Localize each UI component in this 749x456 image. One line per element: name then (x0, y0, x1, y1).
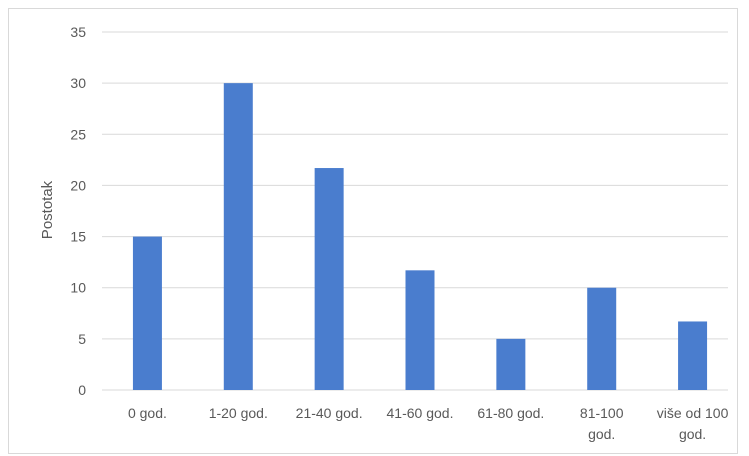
bar (132, 236, 162, 390)
y-tick-label: 25 (70, 126, 86, 142)
y-tick-label: 0 (78, 382, 86, 398)
y-tick-labels: 0 5 10 15 20 25 30 35 (70, 24, 86, 398)
y-tick-label: 15 (70, 229, 86, 245)
x-tick-label: god. (588, 426, 615, 442)
bars (132, 83, 708, 391)
y-tick-label: 30 (70, 75, 86, 91)
x-tick-label: god. (679, 426, 706, 442)
y-tick-label: 20 (70, 177, 86, 193)
x-tick-label: 21-40 god. (296, 405, 363, 421)
bar (223, 83, 253, 391)
x-tick-label: 41-60 god. (387, 405, 454, 421)
bar (587, 287, 617, 390)
y-axis-title: Postotak (39, 180, 56, 239)
x-tick-label: 61-80 god. (477, 405, 544, 421)
bar (314, 168, 344, 390)
bar (496, 338, 526, 390)
y-tick-label: 10 (70, 280, 86, 296)
y-tick-label: 5 (78, 331, 86, 347)
x-tick-label: 81-100 (580, 405, 624, 421)
bar (678, 321, 708, 390)
x-tick-label: 1-20 god. (209, 405, 268, 421)
bar (405, 270, 435, 390)
chart-frame (8, 8, 738, 454)
x-tick-label: 0 god. (128, 405, 167, 421)
x-tick-label: više od 100 (657, 405, 729, 421)
y-tick-label: 35 (70, 24, 86, 40)
x-tick-labels: 0 god. 1-20 god. 21-40 god. 41-60 god. 61-80… (128, 405, 729, 442)
